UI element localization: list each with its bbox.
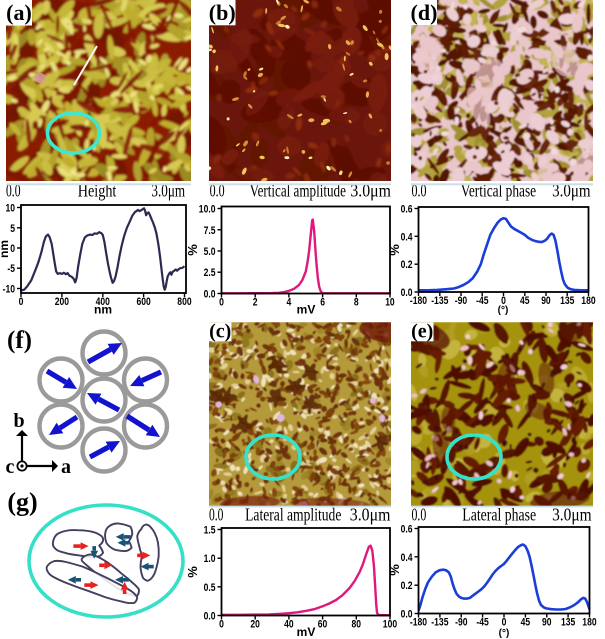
svg-text:nm: nm (0, 240, 11, 258)
svg-text:mV: mV (297, 303, 316, 317)
svg-text:10: 10 (6, 203, 16, 215)
svg-text:20: 20 (250, 619, 260, 631)
svg-text:-45: -45 (476, 617, 488, 629)
svg-text:180: 180 (581, 295, 595, 307)
svg-text:10: 10 (385, 297, 395, 309)
svg-text:3.0μm: 3.0μm (350, 181, 391, 201)
svg-text:Vertical phase: Vertical phase (461, 181, 536, 201)
svg-text:80: 80 (352, 619, 362, 631)
svg-text:%: % (185, 566, 200, 578)
svg-text:0.2: 0.2 (401, 259, 413, 271)
svg-text:4: 4 (287, 297, 292, 309)
svg-text:Lateral phase: Lateral phase (462, 505, 536, 525)
svg-text:45: 45 (521, 617, 531, 629)
svg-text:3.0μm: 3.0μm (151, 181, 185, 201)
svg-text:0.0: 0.0 (6, 181, 21, 201)
svg-text:0: 0 (501, 295, 506, 307)
svg-text:0.4: 0.4 (401, 231, 414, 243)
svg-text:7.5: 7.5 (204, 225, 216, 237)
svg-text:0.6: 0.6 (401, 204, 413, 216)
svg-text:0.0: 0.0 (210, 181, 225, 201)
svg-text:-90: -90 (455, 617, 467, 629)
svg-text:1.0: 1.0 (204, 553, 216, 565)
svg-text:135: 135 (560, 295, 574, 307)
svg-text:(c): (c) (209, 320, 231, 342)
svg-text:(f): (f) (7, 327, 32, 354)
svg-text:5.0: 5.0 (204, 246, 216, 258)
svg-text:90: 90 (542, 617, 552, 629)
svg-text:(g): (g) (7, 488, 37, 517)
svg-text:-5: -5 (7, 263, 15, 275)
svg-text:3.0μm: 3.0μm (552, 505, 592, 525)
svg-text:(°): (°) (499, 628, 510, 639)
svg-text:0.6: 0.6 (401, 524, 413, 536)
svg-text:40: 40 (284, 619, 294, 631)
svg-text:0.0: 0.0 (204, 611, 216, 623)
svg-text:200: 200 (55, 296, 69, 308)
svg-text:(d): (d) (411, 0, 438, 25)
svg-text:-135: -135 (431, 617, 448, 629)
svg-text:2: 2 (253, 297, 258, 309)
svg-text:b: b (13, 410, 24, 432)
svg-text:0.0: 0.0 (204, 289, 216, 301)
svg-text:100: 100 (383, 619, 397, 631)
svg-text:2.5: 2.5 (204, 267, 216, 279)
svg-text:45: 45 (520, 295, 530, 307)
svg-text:0: 0 (219, 297, 224, 309)
svg-text:0.0: 0.0 (401, 609, 413, 621)
svg-text:0: 0 (219, 619, 224, 631)
svg-text:-180: -180 (410, 617, 427, 629)
svg-text:(b): (b) (209, 0, 236, 25)
svg-text:a: a (61, 456, 71, 478)
svg-text:0.4: 0.4 (401, 552, 414, 564)
svg-text:8: 8 (354, 297, 359, 309)
svg-text:90: 90 (541, 295, 551, 307)
svg-text:-180: -180 (410, 295, 427, 307)
svg-text:0: 0 (19, 296, 24, 308)
svg-text:60: 60 (318, 619, 328, 631)
svg-text:0.0: 0.0 (209, 505, 223, 525)
svg-text:(a): (a) (6, 0, 32, 25)
svg-text:0.2: 0.2 (401, 580, 413, 592)
svg-text:6: 6 (320, 297, 325, 309)
svg-text:nm: nm (94, 303, 112, 317)
svg-text:mV: mV (297, 625, 316, 639)
svg-text:5: 5 (10, 223, 15, 235)
svg-text:-90: -90 (455, 295, 467, 307)
svg-text:-135: -135 (431, 295, 448, 307)
svg-text:0: 0 (502, 617, 507, 629)
svg-text:0.0: 0.0 (412, 181, 427, 201)
svg-text:3.0μm: 3.0μm (552, 181, 591, 201)
svg-text:0: 0 (10, 243, 15, 255)
svg-text:600: 600 (137, 296, 151, 308)
svg-text:-45: -45 (476, 295, 488, 307)
svg-text:(e): (e) (411, 320, 433, 342)
svg-text:0.0: 0.0 (401, 287, 413, 299)
svg-text:%: % (185, 244, 200, 256)
svg-text:-10: -10 (3, 284, 15, 296)
svg-text:Lateral amplitude: Lateral amplitude (245, 505, 341, 525)
svg-text:400: 400 (96, 296, 110, 308)
svg-text:c: c (6, 456, 15, 478)
svg-text:3.0μm: 3.0μm (350, 505, 391, 525)
svg-text:135: 135 (561, 617, 575, 629)
svg-text:0.0: 0.0 (412, 505, 427, 525)
svg-text:Height: Height (78, 181, 117, 201)
svg-text:%: % (387, 564, 402, 576)
svg-text:Vertical amplitude: Vertical amplitude (250, 181, 346, 201)
svg-text:(°): (°) (498, 305, 509, 316)
svg-text:0.5: 0.5 (204, 582, 216, 594)
svg-text:180: 180 (582, 617, 596, 629)
svg-text:%: % (387, 244, 402, 256)
svg-text:800: 800 (177, 296, 191, 308)
svg-text:10.0: 10.0 (199, 204, 216, 216)
svg-text:1.5: 1.5 (204, 525, 216, 537)
